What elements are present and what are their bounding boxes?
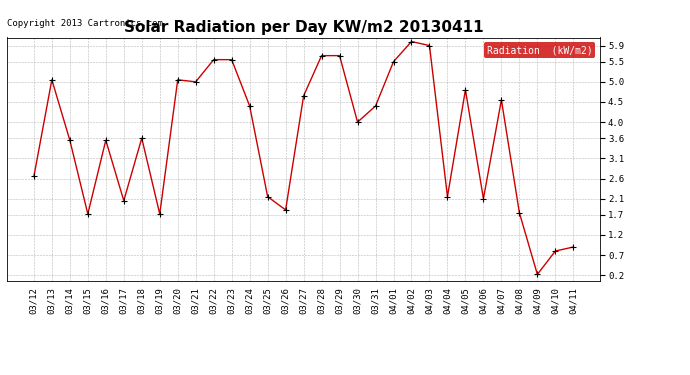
Legend: Radiation  (kW/m2): Radiation (kW/m2): [484, 42, 595, 58]
Title: Solar Radiation per Day KW/m2 20130411: Solar Radiation per Day KW/m2 20130411: [124, 20, 484, 35]
Text: Copyright 2013 Cartronics.com: Copyright 2013 Cartronics.com: [7, 19, 163, 28]
